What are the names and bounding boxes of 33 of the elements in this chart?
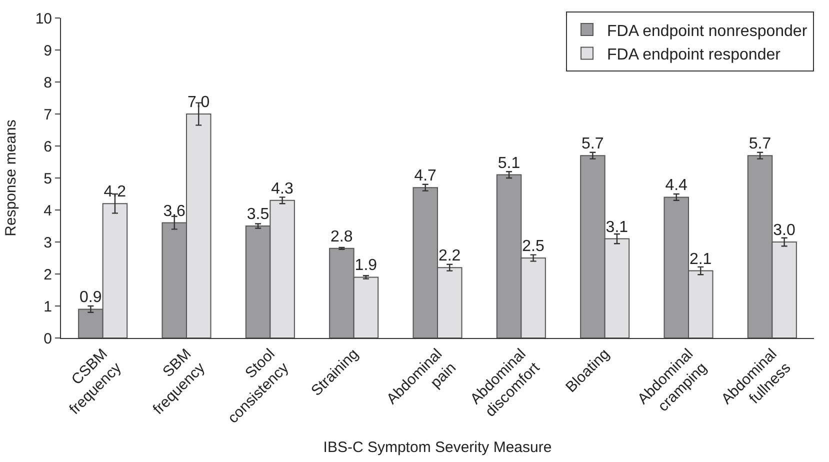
data-label: 2.8 — [330, 228, 353, 246]
legend-label: FDA endpoint responder — [607, 46, 782, 64]
data-label: 3.1 — [606, 218, 628, 236]
data-label: 7.0 — [187, 94, 210, 111]
data-label: 3.0 — [773, 222, 796, 239]
y-axis-title: Response means — [2, 120, 20, 236]
data-label: 5.7 — [582, 136, 604, 153]
data-label: 2.1 — [689, 250, 712, 268]
x-axis-title: IBS-C Symptom Severity Measure — [323, 438, 552, 456]
y-tick-label: 10 — [35, 10, 52, 28]
y-tick-label: 0 — [44, 330, 52, 348]
y-tick-label: 4 — [44, 202, 52, 220]
y-tick-label: 7 — [44, 106, 52, 124]
y-tick-label: 5 — [44, 170, 52, 188]
data-label: 2.2 — [438, 248, 461, 265]
data-label: 3.6 — [163, 202, 186, 220]
data-label: 1.9 — [354, 257, 378, 274]
data-label: 2.5 — [522, 238, 544, 255]
data-label: 4.3 — [271, 180, 294, 198]
y-tick-label: 2 — [44, 266, 52, 284]
data-label: 5.1 — [498, 154, 520, 172]
y-tick-label: 6 — [44, 138, 52, 156]
y-tick-label: 9 — [44, 42, 52, 60]
legend-label: FDA endpoint nonresponder — [607, 22, 808, 40]
y-tick-label: 3 — [44, 234, 52, 252]
data-label: 0.9 — [80, 289, 102, 306]
data-label: 5.7 — [748, 136, 772, 153]
data-label: 3.5 — [246, 206, 270, 223]
y-tick-label: 8 — [44, 74, 52, 92]
data-label: 4.4 — [665, 177, 688, 194]
data-label: 4.2 — [104, 184, 126, 201]
y-tick-label: 1 — [44, 298, 52, 316]
data-label: 4.7 — [414, 168, 437, 185]
